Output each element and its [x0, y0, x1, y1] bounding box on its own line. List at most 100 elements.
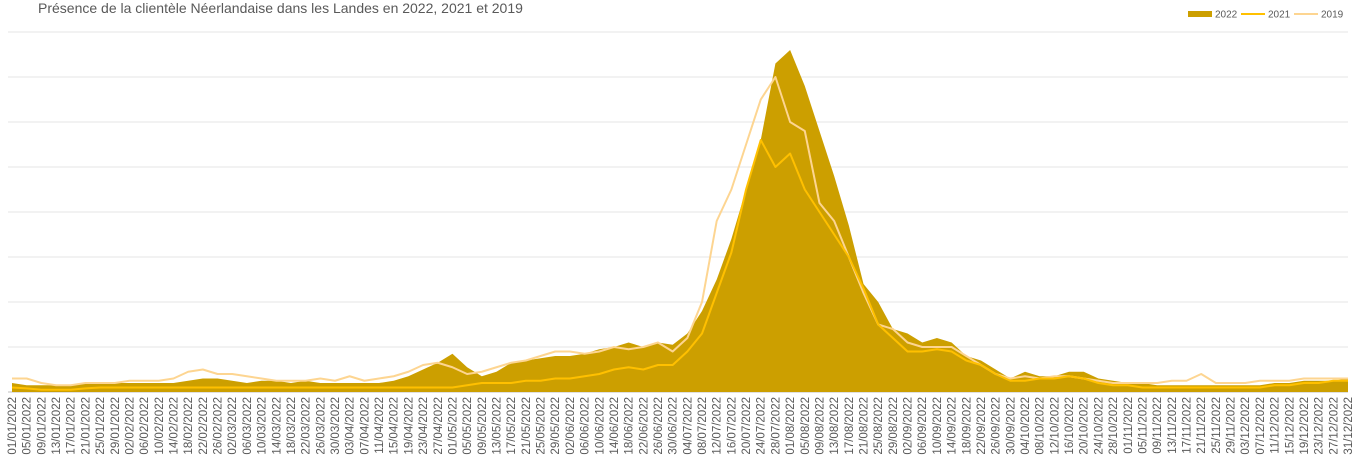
x-tick-label: 25/01/2022: [95, 397, 107, 455]
x-tick-label: 05/01/2022: [22, 397, 34, 455]
x-tick-label: 09/05/2022: [477, 397, 489, 455]
x-tick-label: 30/06/2022: [668, 397, 680, 455]
x-tick-label: 06/09/2022: [917, 397, 929, 455]
x-tick-label: 26/06/2022: [653, 397, 665, 455]
x-tick-label: 15/12/2022: [1284, 397, 1296, 455]
x-tick-label: 17/08/2022: [844, 397, 856, 455]
x-tick-label: 11/12/2022: [1270, 397, 1282, 454]
x-tick-label: 05/08/2022: [800, 397, 812, 455]
x-tick-label: 29/05/2022: [550, 397, 562, 455]
x-tick-label: 05/11/2022: [1137, 397, 1149, 454]
chart-title: Présence de la clientèle Néerlandaise da…: [38, 0, 523, 16]
x-tick-label: 24/10/2022: [1093, 397, 1105, 455]
x-tick-label: 12/07/2022: [712, 397, 724, 455]
x-tick-label: 11/04/2022: [374, 397, 386, 454]
x-tick-label: 09/08/2022: [814, 397, 826, 455]
x-tick-label: 18/03/2022: [286, 397, 298, 455]
x-tick-label: 15/04/2022: [389, 397, 401, 455]
x-tick-label: 22/02/2022: [198, 397, 210, 455]
x-tick-label: 21/08/2022: [859, 397, 871, 455]
x-tick-label: 02/02/2022: [124, 397, 136, 455]
x-tick-label: 28/10/2022: [1108, 397, 1120, 455]
x-tick-label: 02/03/2022: [227, 397, 239, 455]
x-tick-label: 25/08/2022: [873, 397, 885, 455]
x-tick-label: 08/07/2022: [697, 397, 709, 455]
x-tick-label: 02/09/2022: [903, 397, 915, 455]
x-tick-label: 07/04/2022: [359, 397, 371, 455]
x-tick-label: 02/06/2022: [565, 397, 577, 455]
x-tick-label: 29/08/2022: [888, 397, 900, 455]
x-tick-label: 13/11/2022: [1167, 397, 1179, 454]
line: [11, 139, 1348, 391]
x-tick-label: 27/04/2022: [433, 397, 445, 455]
x-tick-label: 13/05/2022: [491, 397, 503, 455]
x-tick-label: 09/11/2022: [1152, 397, 1164, 454]
x-tick-label: 21/11/2022: [1196, 397, 1208, 454]
x-tick-label: 14/03/2022: [271, 397, 283, 455]
legend-label: 2022: [1215, 10, 1238, 21]
x-tick-label: 01/11/2022: [1123, 397, 1135, 454]
x-tick-label: 19/04/2022: [403, 397, 415, 455]
x-tick-label: 03/04/2022: [345, 397, 357, 455]
x-tick-label: 09/01/2022: [36, 397, 48, 455]
x-tick-label: 20/07/2022: [741, 397, 753, 455]
x-tick-label: 13/08/2022: [829, 397, 841, 455]
x-tick-label: 04/10/2022: [1020, 397, 1032, 455]
legend-label: 2021: [1268, 10, 1291, 21]
x-tick-label: 07/12/2022: [1255, 397, 1267, 455]
x-tick-label: 10/09/2022: [932, 397, 944, 455]
x-tick-label: 19/12/2022: [1299, 397, 1311, 455]
x-tick-label: 27/12/2022: [1328, 397, 1340, 455]
x-tick-label: 18/09/2022: [961, 397, 973, 455]
x-tick-label: 25/11/2022: [1211, 397, 1223, 454]
x-tick-label: 12/10/2022: [1049, 397, 1061, 455]
x-tick-label: 16/10/2022: [1064, 397, 1076, 455]
x-tick-label: 29/01/2022: [110, 397, 122, 455]
x-tick-label: 10/06/2022: [594, 397, 606, 455]
x-tick-label: 01/05/2022: [447, 397, 459, 455]
x-tick-label: 18/06/2022: [624, 397, 636, 455]
x-tick-label: 14/02/2022: [168, 397, 180, 455]
x-tick-label: 22/09/2022: [976, 397, 988, 455]
x-tick-label: 29/11/2022: [1226, 397, 1238, 454]
x-tick-label: 06/03/2022: [242, 397, 254, 455]
area: [12, 50, 1348, 392]
legend-label: 2019: [1321, 10, 1344, 21]
legend-swatch: [1188, 11, 1212, 17]
x-tick-label: 17/01/2022: [66, 397, 78, 455]
x-tick-label: 01/08/2022: [785, 397, 797, 455]
x-tick-label: 06/06/2022: [580, 397, 592, 455]
x-tick-label: 22/06/2022: [638, 397, 650, 455]
x-tick-label: 14/09/2022: [947, 397, 959, 455]
x-tick-label: 17/11/2022: [1182, 397, 1194, 454]
line: [12, 76, 1348, 387]
x-tick-label: 14/06/2022: [609, 397, 621, 455]
x-tick-label: 23/12/2022: [1314, 397, 1326, 455]
x-tick-label: 10/02/2022: [154, 397, 166, 455]
x-tick-label: 26/09/2022: [991, 397, 1003, 455]
x-tick-label: 30/09/2022: [1005, 397, 1017, 455]
x-tick-label: 21/01/2022: [80, 397, 92, 455]
x-tick-label: 31/12/2022: [1343, 397, 1355, 455]
x-tick-label: 22/03/2022: [301, 397, 313, 455]
x-tick-label: 04/07/2022: [682, 397, 694, 455]
x-tick-label: 20/10/2022: [1079, 397, 1091, 455]
x-tick-label: 05/05/2022: [462, 397, 474, 455]
x-tick-label: 01/01/2022: [7, 397, 19, 455]
x-tick-label: 23/04/2022: [418, 397, 430, 455]
x-tick-label: 24/07/2022: [756, 397, 768, 455]
x-tick-label: 28/07/2022: [770, 397, 782, 455]
x-tick-label: 21/05/2022: [521, 397, 533, 455]
x-tick-label: 26/03/2022: [315, 397, 327, 455]
x-tick-label: 13/01/2022: [51, 397, 63, 455]
x-tick-label: 18/02/2022: [183, 397, 195, 455]
x-tick-label: 03/12/2022: [1240, 397, 1252, 455]
x-tick-label: 26/02/2022: [213, 397, 225, 455]
x-tick-label: 10/03/2022: [257, 397, 269, 455]
x-tick-label: 06/02/2022: [139, 397, 151, 455]
x-tick-label: 17/05/2022: [506, 397, 518, 455]
x-tick-label: 25/05/2022: [536, 397, 548, 455]
x-tick-label: 16/07/2022: [726, 397, 738, 455]
x-tick-label: 08/10/2022: [1035, 397, 1047, 455]
